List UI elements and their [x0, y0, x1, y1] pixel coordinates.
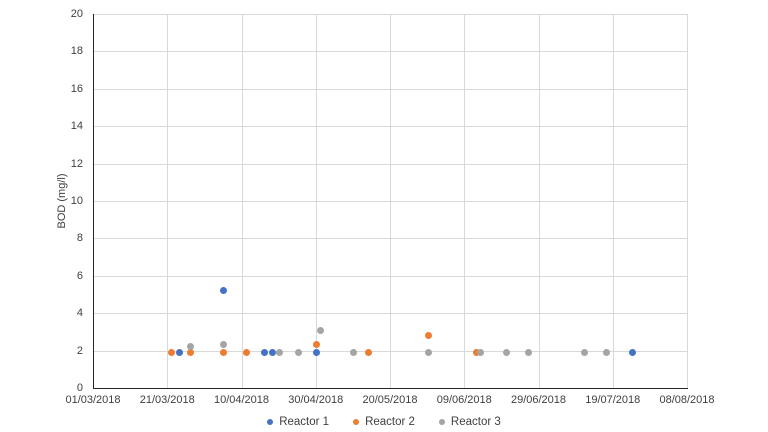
x-axis-tick-label: 30/04/2018 — [288, 394, 344, 406]
y-axis-tick-label: 20 — [70, 8, 83, 20]
data-point — [242, 348, 250, 356]
gridline-horizontal — [94, 201, 688, 202]
gridline-horizontal — [94, 276, 688, 277]
data-point — [476, 348, 484, 356]
gridline-horizontal — [94, 126, 688, 127]
data-point — [168, 348, 176, 356]
data-point — [502, 348, 510, 356]
gridline-vertical — [613, 14, 614, 388]
y-axis-tick-label: 10 — [70, 195, 83, 207]
gridline-horizontal — [94, 14, 688, 15]
data-point — [268, 348, 276, 356]
gridline-horizontal — [94, 164, 688, 165]
y-axis-tick-label: 12 — [70, 157, 83, 170]
data-point — [472, 348, 480, 356]
data-point — [276, 348, 284, 356]
legend-label: Reactor 3 — [450, 416, 501, 428]
y-axis-tick-label: 14 — [70, 120, 83, 133]
legend-item-reactor-3: Reactor 3 — [438, 415, 501, 429]
x-axis-tick-label: 19/07/2018 — [585, 394, 641, 406]
x-axis-tick-label: 10/04/2018 — [213, 394, 270, 406]
x-axis-tick-label: 21/03/2018 — [139, 394, 195, 406]
data-point — [628, 348, 636, 356]
x-axis-tick-label: 08/08/2018 — [659, 394, 715, 406]
legend-marker-icon — [438, 419, 445, 425]
gridline-vertical — [390, 14, 391, 388]
data-point — [187, 343, 195, 351]
gridline-horizontal — [94, 89, 688, 90]
data-point — [524, 348, 532, 356]
y-axis-tick-label: 0 — [76, 382, 83, 394]
data-point — [220, 348, 228, 356]
data-point — [220, 341, 228, 349]
data-point — [313, 341, 321, 349]
y-axis: 0 2 4 6 8 10 12 14 16 18 20 — [0, 0, 86, 432]
gridline-horizontal — [94, 351, 688, 352]
gridline-horizontal — [94, 313, 688, 314]
x-axis-tick-label: 20/05/2018 — [362, 394, 418, 406]
x-axis-tick-label: 01/03/2018 — [65, 394, 121, 406]
legend-item-reactor-2: Reactor 2 — [353, 415, 415, 429]
gridline-vertical — [539, 14, 540, 388]
y-axis-tick-label: 16 — [70, 82, 83, 95]
data-point — [350, 348, 358, 356]
data-point — [294, 348, 302, 356]
y-axis-tick-label: 6 — [76, 269, 83, 282]
data-point — [261, 348, 269, 356]
legend-marker-icon — [353, 419, 360, 425]
gridline-vertical — [242, 14, 243, 388]
gridline-vertical — [687, 14, 688, 388]
data-point — [316, 326, 324, 334]
x-axis-tick-label: 09/06/2018 — [436, 394, 492, 406]
x-axis-tick-label: 29/06/2018 — [510, 394, 567, 406]
data-point — [424, 348, 432, 356]
data-point — [580, 348, 588, 356]
y-axis-tick-label: 18 — [70, 45, 83, 58]
data-point — [220, 287, 228, 295]
data-point — [424, 332, 432, 340]
data-point — [313, 348, 321, 356]
data-point — [365, 348, 373, 356]
legend-marker-icon — [267, 419, 274, 425]
gridline-horizontal — [94, 238, 688, 239]
legend-label: Reactor 1 — [279, 416, 330, 428]
data-point — [187, 348, 195, 356]
gridline-vertical — [464, 14, 465, 388]
legend: Reactor 1 Reactor 2 Reactor 3 — [0, 414, 768, 430]
gridline-vertical — [167, 14, 168, 388]
legend-item-reactor-1: Reactor 1 — [267, 415, 329, 429]
y-axis-tick-label: 2 — [76, 344, 83, 357]
plot-area — [93, 14, 688, 389]
y-axis-tick-label: 8 — [76, 232, 83, 245]
gridline-vertical — [316, 14, 317, 388]
data-point — [175, 348, 183, 356]
y-axis-tick-label: 4 — [76, 307, 83, 320]
data-point — [602, 348, 610, 356]
legend-label: Reactor 2 — [365, 416, 415, 428]
gridline-horizontal — [94, 51, 688, 52]
